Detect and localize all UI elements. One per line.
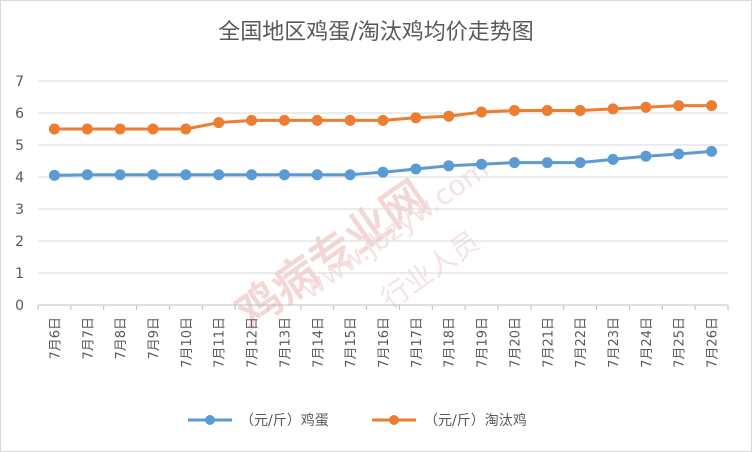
data-point-series-0 [81, 169, 93, 181]
chart-title: 全国地区鸡蛋/淘汰鸡均价走势图 [218, 20, 534, 45]
x-tick-label: 7月18日 [443, 317, 458, 368]
y-tick-label: 7 [15, 74, 24, 90]
data-point-series-1 [311, 114, 323, 126]
data-point-series-0 [508, 157, 520, 169]
x-tick-label: 7月7日 [81, 317, 96, 360]
x-tick-label: 7月21日 [541, 317, 556, 368]
data-point-series-0 [706, 145, 718, 157]
data-point-series-0 [48, 169, 60, 181]
data-point-series-1 [673, 100, 685, 112]
data-point-series-0 [311, 169, 323, 181]
x-tick-label: 7月12日 [246, 317, 261, 368]
data-point-series-0 [541, 157, 553, 169]
x-tick-label: 7月22日 [574, 317, 589, 368]
data-point-series-0 [574, 157, 586, 169]
y-tick-label: 0 [15, 298, 24, 314]
y-tick-label: 6 [15, 106, 24, 122]
data-point-series-0 [443, 160, 455, 172]
data-point-series-0 [673, 148, 685, 160]
data-point-series-1 [640, 101, 652, 113]
x-tick-label: 7月13日 [278, 317, 293, 368]
data-point-series-0 [344, 169, 356, 181]
legend-label-1: （元/斤）淘汰鸡 [424, 412, 527, 429]
x-tick-label: 7月25日 [673, 317, 688, 368]
data-point-series-1 [410, 112, 422, 124]
data-point-series-1 [574, 104, 586, 116]
data-point-series-1 [344, 114, 356, 126]
data-point-series-1 [246, 114, 258, 126]
data-point-series-1 [541, 104, 553, 116]
x-tick-label: 7月9日 [147, 317, 162, 360]
y-tick-label: 3 [15, 202, 24, 218]
data-point-series-1 [147, 123, 159, 135]
data-point-series-0 [213, 169, 225, 181]
data-point-series-1 [114, 123, 126, 135]
x-tick-label: 7月10日 [180, 317, 195, 368]
data-point-series-0 [607, 153, 619, 165]
x-tick-label: 7月17日 [410, 317, 425, 368]
legend-marker-0 [205, 415, 215, 425]
legend-label-0: （元/斤）鸡蛋 [240, 412, 329, 429]
data-point-series-1 [81, 123, 93, 135]
data-point-series-1 [443, 110, 455, 122]
x-tick-label: 7月14日 [311, 317, 326, 368]
data-point-series-1 [508, 104, 520, 116]
data-point-series-1 [706, 100, 718, 112]
x-tick-label: 7月19日 [476, 317, 491, 368]
data-point-series-0 [377, 166, 389, 178]
x-axis: 7月6日 7月7日 7月8日 7月9日 7月10日 7月11日 7月12日 7月13日 7月14… [37, 305, 729, 368]
y-tick-label: 5 [15, 138, 24, 154]
x-tick-label: 7月11日 [213, 317, 228, 368]
data-point-series-1 [278, 114, 290, 126]
x-tick-label: 7月16日 [377, 317, 392, 368]
data-point-series-1 [48, 123, 60, 135]
data-point-series-1 [180, 123, 192, 135]
y-axis-ticks: 0 1 2 3 4 5 6 7 [15, 74, 24, 314]
x-tick-label: 7月15日 [344, 317, 359, 368]
x-tick-label: 7月26日 [706, 317, 721, 368]
x-tick-label: 7月24日 [640, 317, 655, 368]
data-point-series-0 [476, 158, 488, 170]
x-tick-label: 7月20日 [508, 317, 523, 368]
data-point-series-1 [476, 106, 488, 118]
data-point-series-0 [114, 169, 126, 181]
data-point-series-1 [213, 117, 225, 129]
x-tick-label: 7月23日 [607, 317, 622, 368]
legend: （元/斤）鸡蛋 （元/斤）淘汰鸡 [188, 412, 527, 429]
y-tick-label: 2 [15, 234, 24, 250]
data-point-series-0 [246, 169, 258, 181]
data-point-series-1 [377, 114, 389, 126]
x-tick-label: 7月6日 [48, 317, 63, 360]
y-tick-label: 1 [15, 266, 24, 282]
data-point-series-1 [607, 103, 619, 115]
data-point-series-0 [410, 163, 422, 175]
data-point-series-0 [147, 169, 159, 181]
legend-marker-1 [389, 415, 399, 425]
data-point-series-0 [640, 150, 652, 162]
data-point-series-0 [180, 169, 192, 181]
y-tick-label: 4 [15, 170, 24, 186]
series-group [48, 100, 718, 181]
data-point-series-0 [278, 169, 290, 181]
x-tick-label: 7月8日 [114, 317, 129, 360]
